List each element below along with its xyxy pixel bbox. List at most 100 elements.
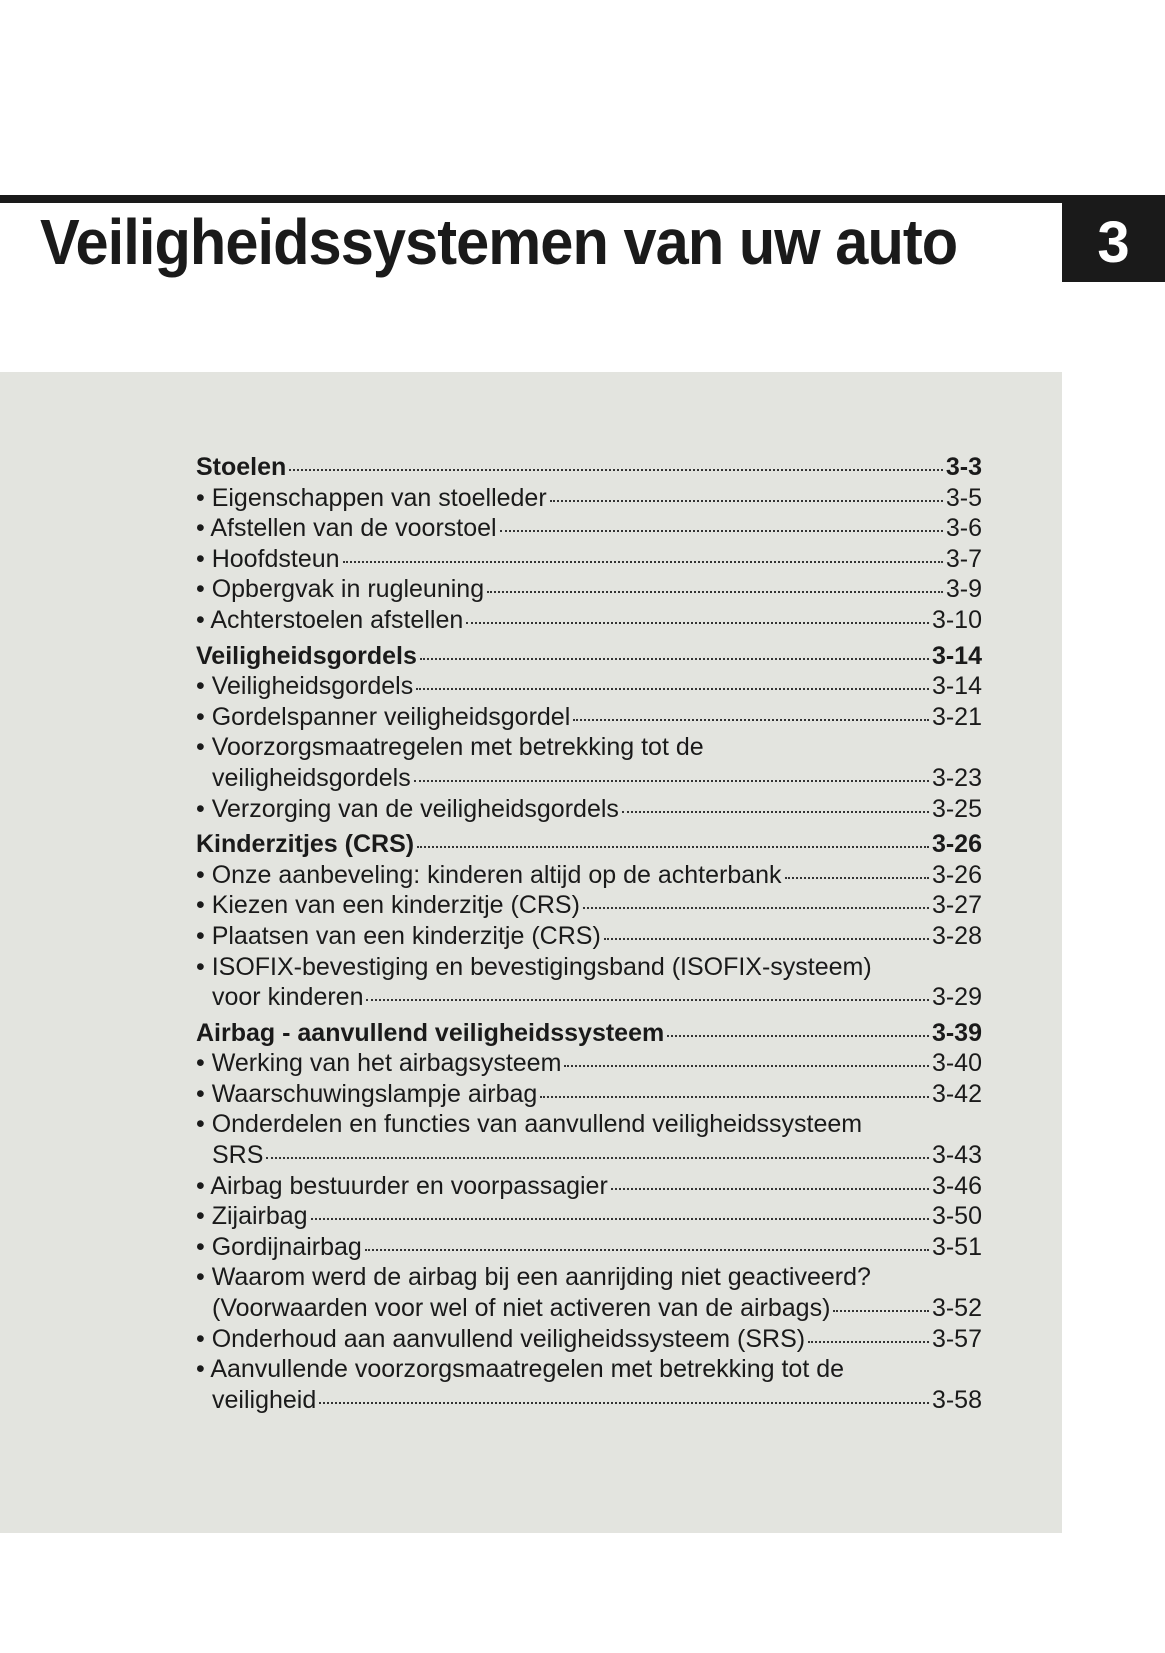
toc-page-number: 3-57 <box>931 1324 982 1353</box>
toc-section-label: Kinderzitjes (CRS) <box>196 830 415 859</box>
toc-section[interactable]: Stoelen 3-3 <box>196 452 982 483</box>
toc-item[interactable]: • Waarschuwingslampje airbag 3-42 <box>196 1079 982 1110</box>
toc-page-number: 3-10 <box>931 605 982 634</box>
toc-item[interactable]: • Verzorging van de veiligheidsgordels 3-… <box>196 794 982 825</box>
toc-item-label-continued: voor kinderen <box>212 983 364 1012</box>
dot-leader <box>419 657 929 660</box>
toc-item[interactable]: • Aanvullende voorzorgsmaatregelen met b… <box>196 1354 982 1385</box>
toc-section-label: Airbag - aanvullend veiligheidssysteem <box>196 1018 665 1047</box>
toc-page-number: 3-6 <box>945 514 982 543</box>
dot-leader <box>784 876 929 879</box>
dot-leader <box>417 846 929 849</box>
toc-item-continuation[interactable]: veiligheid 3-58 <box>196 1385 982 1416</box>
toc-item[interactable]: • Plaatsen van een kinderzitje (CRS) 3-28 <box>196 921 982 952</box>
toc-item-continuation[interactable]: (Voorwaarden voor wel of niet activeren … <box>196 1293 982 1324</box>
toc-item-label: • Verzorging van de veiligheidsgordels <box>196 794 619 823</box>
dot-leader <box>564 1065 929 1068</box>
dot-leader <box>310 1218 929 1221</box>
dot-leader <box>808 1340 929 1343</box>
toc-item[interactable]: • Onze aanbeveling: kinderen altijd op d… <box>196 860 982 891</box>
toc-item[interactable]: • Opbergvak in rugleuning 3-9 <box>196 574 982 605</box>
dot-leader <box>487 591 943 594</box>
toc-item-label: • Waarschuwingslampje airbag <box>196 1079 538 1108</box>
toc-item[interactable]: • Airbag bestuurder en voorpassagier 3-46 <box>196 1171 982 1202</box>
toc-item-label: • Werking van het airbagsysteem <box>196 1049 562 1078</box>
chapter-number-tab: 3 <box>1062 203 1165 282</box>
toc-item[interactable]: • Onderdelen en functies van aanvullend … <box>196 1109 982 1140</box>
dot-leader <box>667 1034 929 1037</box>
toc-page-number: 3-46 <box>931 1171 982 1200</box>
toc-item[interactable]: • Werking van het airbagsysteem 3-40 <box>196 1048 982 1079</box>
dot-leader <box>573 718 929 721</box>
toc-item[interactable]: • ISOFIX-bevestiging en bevestigingsband… <box>196 952 982 983</box>
toc-item-label: • Gordelspanner veiligheidsgordel <box>196 702 571 731</box>
toc-section-label: Veiligheidsgordels <box>196 641 417 670</box>
dot-leader <box>833 1310 929 1313</box>
toc-page-number: 3-52 <box>931 1294 982 1323</box>
dot-leader <box>289 469 943 471</box>
toc-item[interactable]: • Achterstoelen afstellen 3-10 <box>196 605 982 636</box>
toc-item-label: • Onderdelen en functies van aanvullend … <box>196 1110 863 1139</box>
dot-leader <box>319 1401 929 1404</box>
dot-leader <box>582 907 929 910</box>
toc-section[interactable]: Kinderzitjes (CRS) 3-26 <box>196 829 982 860</box>
toc-item-label: • Gordijnairbag <box>196 1232 362 1261</box>
toc-page-number: 3-29 <box>931 983 982 1012</box>
toc-item-continuation[interactable]: SRS 3-43 <box>196 1140 982 1171</box>
toc-item-label-continued: veiligheidsgordels <box>212 763 411 792</box>
toc-item-label-continued: veiligheid <box>212 1385 317 1414</box>
toc-item-continuation[interactable]: veiligheidsgordels 3-23 <box>196 763 982 794</box>
header-rule <box>0 195 1165 203</box>
toc-item-label: • Voorzorgsmaatregelen met betrekking to… <box>196 733 704 762</box>
toc-item-label: • ISOFIX-bevestiging en bevestigingsband… <box>196 952 872 981</box>
toc-item-label: • Opbergvak in rugleuning <box>196 575 485 604</box>
toc-item-label: • Hoofdsteun <box>196 544 340 573</box>
toc-item-label: • Eigenschappen van stoelleder <box>196 483 547 512</box>
dot-leader <box>342 560 943 563</box>
toc-page-number: 3-50 <box>931 1202 982 1231</box>
toc-page-number: 3-28 <box>931 921 982 950</box>
dot-leader <box>610 1187 929 1190</box>
toc-page-number: 3-27 <box>931 891 982 920</box>
toc-section[interactable]: Airbag - aanvullend veiligheidssysteem 3-… <box>196 1018 982 1049</box>
toc-page-number: 3-26 <box>931 830 982 859</box>
toc-page-number: 3-14 <box>931 641 982 670</box>
dot-leader <box>540 1095 929 1098</box>
dot-leader <box>603 937 929 940</box>
toc-item-label: • Plaatsen van een kinderzitje (CRS) <box>196 921 601 950</box>
toc-item[interactable]: • Kiezen van een kinderzitje (CRS) 3-27 <box>196 890 982 921</box>
dot-leader <box>621 810 929 813</box>
dot-leader <box>366 999 929 1002</box>
toc-item-label: • Onderhoud aan aanvullend veiligheidssy… <box>196 1324 806 1353</box>
dot-leader <box>549 499 943 502</box>
dot-leader <box>413 779 929 782</box>
toc-page-number: 3-39 <box>931 1018 982 1047</box>
dot-leader <box>364 1248 929 1251</box>
toc-item[interactable]: • Hoofdsteun 3-7 <box>196 544 982 575</box>
toc-item-label-continued: (Voorwaarden voor wel of niet activeren … <box>212 1294 831 1323</box>
toc-item[interactable]: • Voorzorgsmaatregelen met betrekking to… <box>196 732 982 763</box>
toc-item-label-continued: SRS <box>212 1141 264 1170</box>
toc-page-number: 3-25 <box>931 794 982 823</box>
toc-item[interactable]: • Eigenschappen van stoelleder 3-5 <box>196 483 982 514</box>
toc-item-continuation[interactable]: voor kinderen 3-29 <box>196 982 982 1013</box>
toc-item[interactable]: • Afstellen van de voorstoel 3-6 <box>196 513 982 544</box>
toc-page-number: 3-51 <box>931 1232 982 1261</box>
toc-page-number: 3-9 <box>945 575 982 604</box>
page-title: Veiligheidssystemen van uw auto <box>40 206 958 278</box>
toc-page-number: 3-40 <box>931 1049 982 1078</box>
toc-item[interactable]: • Veiligheidsgordels 3-14 <box>196 671 982 702</box>
toc-section[interactable]: Veiligheidsgordels 3-14 <box>196 641 982 672</box>
toc-item-label: • Airbag bestuurder en voorpassagier <box>196 1171 608 1200</box>
toc-page-number: 3-5 <box>945 483 982 512</box>
toc-page-number: 3-23 <box>931 763 982 792</box>
toc-item[interactable]: • Zijairbag 3-50 <box>196 1201 982 1232</box>
toc-page-number: 3-43 <box>931 1141 982 1170</box>
toc-item[interactable]: • Gordelspanner veiligheidsgordel 3-21 <box>196 702 982 733</box>
toc-page-number: 3-42 <box>931 1079 982 1108</box>
dot-leader <box>466 621 929 624</box>
toc-item[interactable]: • Onderhoud aan aanvullend veiligheidssy… <box>196 1324 982 1355</box>
toc-item[interactable]: • Waarom werd de airbag bij een aanrijdi… <box>196 1262 982 1293</box>
toc-item[interactable]: • Gordijnairbag 3-51 <box>196 1232 982 1263</box>
toc-page-number: 3-58 <box>931 1385 982 1414</box>
